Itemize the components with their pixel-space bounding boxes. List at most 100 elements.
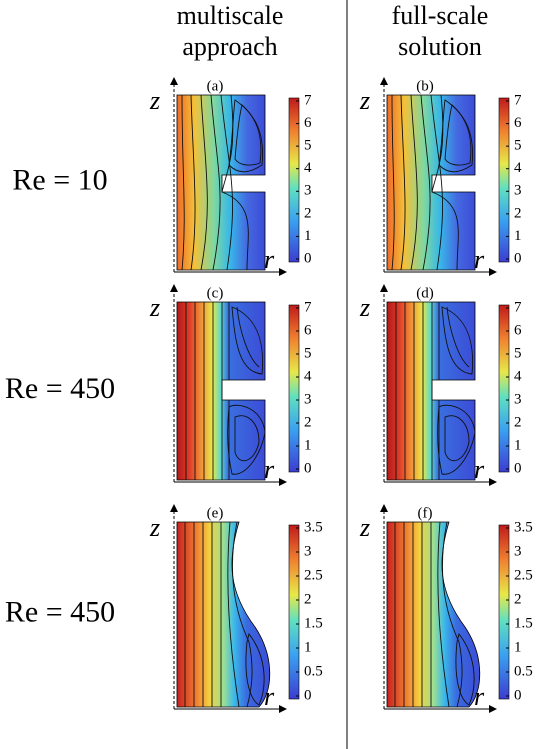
z-label: z	[359, 513, 370, 542]
panel	[176, 301, 266, 481]
colorbar-tick-label: 1	[514, 228, 522, 244]
colorbar	[498, 524, 510, 700]
colorbar-tick-label: 5	[304, 345, 312, 361]
flow-field	[386, 301, 476, 481]
streamline	[245, 632, 265, 706]
z-label: z	[149, 293, 160, 322]
r-label: r	[474, 682, 485, 711]
colorbar-tick-label: 1	[514, 437, 522, 453]
streamline	[181, 94, 185, 271]
colorbar-tick-label: 3	[514, 391, 522, 407]
colorbar-tick-label: 1	[304, 437, 312, 453]
streamline	[220, 94, 233, 271]
colorbar-tick-label: 7	[514, 299, 522, 315]
colorbar-tick-label: 0	[514, 460, 522, 476]
colorbar-tick-label: 2	[514, 414, 522, 430]
colorbar-tick-label: 2	[304, 205, 312, 221]
streamline	[442, 521, 463, 708]
streamline	[455, 632, 475, 706]
panel-label: (d)	[416, 285, 434, 301]
colorbar-tick-label: 3	[304, 391, 312, 407]
panel-label: (e)	[207, 505, 224, 521]
panel	[176, 94, 266, 271]
colorbar-tick-label: 0.5	[304, 663, 323, 679]
column-title: multiscale	[177, 1, 284, 30]
colorbar-tick-label: 1	[304, 228, 312, 244]
colorbar-tick-label: 3.5	[514, 519, 533, 535]
colorbar-tick-label: 6	[514, 115, 522, 131]
panel-label: (f)	[418, 505, 433, 521]
streamline	[431, 94, 459, 271]
flow-field	[386, 521, 481, 708]
colorbar-tick-label: 3	[304, 183, 312, 199]
colorbar-tick-label: 5	[514, 138, 522, 154]
colorbar-tick-label: 5	[514, 345, 522, 361]
flow-field	[386, 94, 476, 271]
streamline	[444, 104, 472, 166]
colorbar-tick-label: 3	[304, 543, 312, 559]
colorbar-tick-label: 2.5	[514, 567, 533, 583]
colorbar-tick-label: 0	[514, 687, 522, 703]
row-label: Re = 10	[12, 163, 107, 196]
colorbar-tick-label: 0	[304, 250, 312, 266]
flow-field	[176, 301, 266, 481]
colorbar-tick-label: 5	[304, 138, 312, 154]
colorbar-tick-label: 6	[304, 322, 312, 338]
z-label: z	[359, 293, 370, 322]
streamline	[430, 94, 443, 271]
row-label: Re = 450	[5, 595, 115, 628]
panel	[386, 521, 481, 708]
streamline	[210, 94, 221, 271]
panel-label: (a)	[207, 78, 224, 94]
colorbar-tick-label: 2	[304, 591, 312, 607]
colorbar-tick-label: 6	[514, 322, 522, 338]
colorbar-tick-label: 0.5	[514, 663, 533, 679]
colorbar-tick-label: 3	[514, 183, 522, 199]
colorbar	[498, 304, 510, 473]
colorbar-tick-label: 7	[304, 299, 312, 315]
colorbar-tick-label: 4	[304, 160, 312, 176]
streamline	[234, 415, 260, 462]
panel	[386, 94, 476, 271]
streamline	[221, 94, 249, 271]
colorbar-tick-label: 1	[304, 639, 312, 655]
streamline	[228, 99, 264, 173]
r-label: r	[474, 245, 485, 274]
colorbar	[288, 524, 300, 700]
panel	[386, 301, 476, 481]
streamline	[438, 99, 474, 173]
z-label: z	[359, 86, 370, 115]
streamline	[227, 521, 240, 708]
colorbar-tick-label: 7	[304, 92, 312, 108]
column-title: solution	[398, 32, 482, 61]
colorbar-tick-label: 3.5	[304, 519, 323, 535]
streamline	[236, 306, 260, 368]
streamline	[420, 94, 431, 271]
colorbar-tick-label: 6	[304, 115, 312, 131]
streamline	[446, 306, 470, 368]
streamline	[437, 404, 476, 475]
r-label: r	[264, 455, 275, 484]
colorbar-tick-label: 1	[514, 639, 522, 655]
streamline	[400, 94, 406, 271]
colorbar-tick-label: 2	[514, 591, 522, 607]
panel-label: (c)	[207, 285, 224, 301]
colorbar-tick-label: 3	[514, 543, 522, 559]
colorbar-tick-label: 2	[514, 205, 522, 221]
colorbar	[288, 304, 300, 473]
flow-field	[176, 521, 271, 708]
colorbar-tick-label: 2.5	[304, 567, 323, 583]
colorbar-tick-label: 0	[514, 250, 522, 266]
column-title: full-scale	[392, 1, 489, 30]
streamline	[200, 94, 208, 271]
panel-label: (b)	[416, 78, 434, 94]
streamline	[227, 404, 266, 475]
z-label: z	[149, 86, 160, 115]
streamline	[444, 415, 470, 462]
streamline	[232, 521, 253, 708]
row-label: Re = 450	[5, 372, 115, 405]
r-label: r	[264, 245, 275, 274]
streamline	[190, 94, 196, 271]
streamline	[391, 94, 395, 271]
